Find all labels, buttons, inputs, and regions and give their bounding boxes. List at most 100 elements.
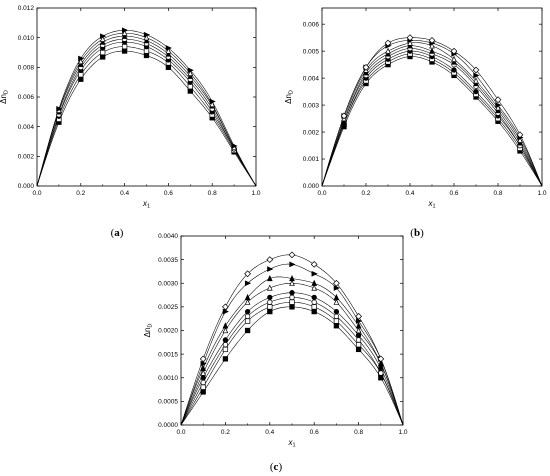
series-7-point <box>222 308 229 315</box>
series-1-point <box>143 52 150 59</box>
series-5-point <box>165 50 172 57</box>
series-5-point <box>289 279 295 286</box>
y-tick-label: 0.0030 <box>158 280 178 287</box>
series-1-point <box>244 327 251 334</box>
x-tick-label: 0.4 <box>120 190 129 197</box>
series-2-point <box>355 342 362 348</box>
series-5-fit-curve <box>36 35 257 187</box>
series-2-fit-curve <box>180 301 404 426</box>
series-1-point <box>121 48 128 54</box>
y-tick-label: 0.0010 <box>158 375 178 382</box>
series-8-point <box>516 131 524 139</box>
series-4-point <box>200 375 206 381</box>
series-1-point <box>311 308 317 315</box>
y-tick-label: 0.0025 <box>158 304 178 311</box>
series-5-point <box>333 298 340 305</box>
y-tick-label: 0.0005 <box>158 399 178 406</box>
y-axis-title: ΔnD <box>284 90 295 104</box>
series-8-point <box>333 279 340 287</box>
series-8-point <box>362 63 370 71</box>
series-6-point <box>187 69 194 76</box>
series-3-fit-curve <box>36 41 257 187</box>
series-4-point <box>289 290 295 296</box>
series-5-point <box>355 326 362 334</box>
x-tick-label: 0.0 <box>32 190 41 197</box>
series-8-point <box>199 355 207 363</box>
series-6-point <box>377 360 384 367</box>
series-8-point <box>472 66 480 74</box>
series-6-point <box>385 47 391 54</box>
y-tick-label: 0.004 <box>303 75 320 82</box>
series-2-fit-curve <box>36 46 257 187</box>
x-tick-label: 0.6 <box>449 190 458 197</box>
x-tick-label: 0.8 <box>493 190 502 197</box>
series-6-point <box>289 274 295 282</box>
x-tick-label: 1.0 <box>398 429 407 436</box>
y-tick-label: 0.002 <box>303 129 320 136</box>
series-5-point <box>121 32 128 39</box>
y-tick-label: 0.012 <box>18 5 35 12</box>
series-7-point <box>56 106 63 112</box>
series-7-point <box>231 143 238 149</box>
y-tick-label: 0.003 <box>303 102 320 109</box>
series-1-point <box>289 304 295 310</box>
series-4-point <box>355 332 362 338</box>
series-2-point <box>78 72 84 78</box>
y-tick-label: 0.0035 <box>158 257 178 264</box>
series-3-point <box>378 370 384 376</box>
panel-a-label: (a) <box>111 227 124 239</box>
series-2-point <box>187 83 193 90</box>
series-3-point <box>222 342 229 348</box>
series-7-point <box>267 266 274 272</box>
series-4-fit-curve <box>180 292 404 426</box>
series-7-point <box>355 318 363 324</box>
series-3-point <box>200 379 206 386</box>
x-tick-label: 1.0 <box>537 190 546 197</box>
series-7-point <box>200 360 207 367</box>
series-6-point <box>165 47 172 54</box>
series-5-point <box>429 47 435 54</box>
series-3-point <box>289 294 295 301</box>
y-tick-label: 0.0040 <box>158 233 178 240</box>
y-tick-label: 0.000 <box>303 183 320 190</box>
series-8-point <box>384 39 392 47</box>
x-tick-label: 0.0 <box>317 190 326 197</box>
series-6-point <box>407 39 413 46</box>
series-2-point <box>289 299 295 305</box>
series-6-point <box>355 322 362 329</box>
y-tick-label: 0.002 <box>18 154 35 161</box>
series-8-point <box>288 251 296 259</box>
series-7-point <box>244 280 252 287</box>
series-6-point <box>451 55 457 62</box>
series-6-point <box>143 34 150 41</box>
series-2-point <box>267 304 273 310</box>
series-5-point <box>77 60 84 68</box>
panel-b-chart: 0.0 0.2 0.4 0.6 0.8 1.0 0.000 0.001 0.002 0.003 0.… <box>284 7 547 210</box>
series-5-point <box>222 326 229 334</box>
y-tick-label: 0.0015 <box>158 351 178 358</box>
x-tick-label: 0.0 <box>176 429 185 436</box>
series-4-fit-curve <box>321 48 543 187</box>
series-6-point <box>473 77 479 84</box>
series-4-point <box>244 308 251 315</box>
series-8-point <box>450 47 458 55</box>
series-8-point <box>377 355 385 363</box>
series-6-point <box>517 136 523 143</box>
x-tick-label: 0.8 <box>208 190 217 197</box>
series-7-point <box>187 67 194 74</box>
series-1-point <box>333 323 340 329</box>
series-3-point <box>267 299 273 305</box>
series-7-point <box>165 45 172 51</box>
series-8-point <box>494 96 502 104</box>
series-1-point <box>200 389 206 395</box>
series-8-point <box>266 256 274 264</box>
series-2-point <box>121 43 128 50</box>
y-tick-label: 0.006 <box>303 21 320 28</box>
series-3-point <box>244 313 251 319</box>
series-1-point <box>78 76 84 82</box>
x-tick-label: 0.2 <box>361 190 370 197</box>
series-4-fit-curve <box>36 38 257 187</box>
series-6-point <box>244 293 251 301</box>
y-tick-label: 0.006 <box>18 94 35 101</box>
